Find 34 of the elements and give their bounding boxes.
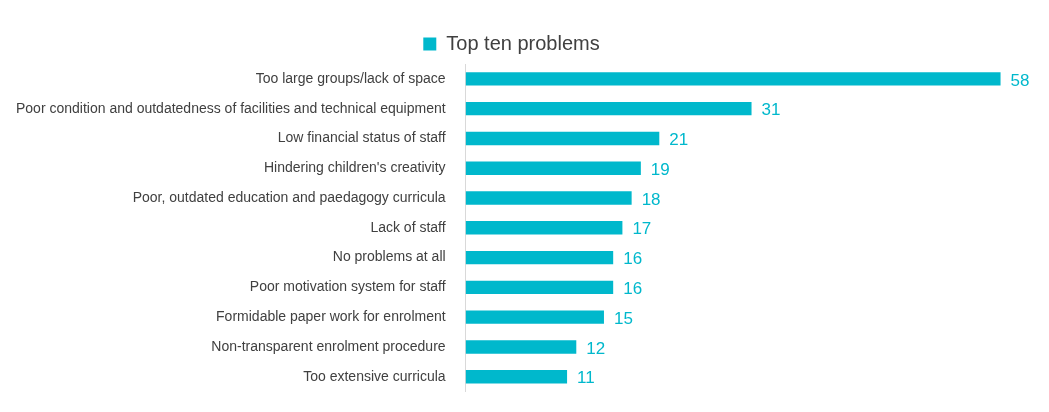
- bar: [465, 72, 1001, 86]
- bar: [465, 161, 641, 175]
- bar: [465, 221, 623, 235]
- y-tick-label: Lack of staff: [370, 218, 446, 235]
- data-label: 12: [586, 338, 606, 358]
- y-tick-label: Formidable paper work for enrolment: [216, 308, 446, 324]
- y-tick-label: Too large groups/lack of space: [255, 69, 446, 86]
- bar: [465, 370, 568, 384]
- bar: [465, 310, 604, 324]
- data-label: 21: [669, 130, 689, 150]
- bar: [465, 101, 752, 116]
- data-label: 17: [632, 219, 652, 239]
- y-tick-label: Poor, outdated education and paedagogy curricula: [132, 188, 446, 205]
- bar: [465, 280, 614, 295]
- y-tick-label: Non-transparent enrolment procedure: [211, 337, 446, 354]
- data-label: 19: [650, 159, 670, 179]
- y-tick-label: Poor motivation system for staff: [249, 278, 446, 295]
- bar: [465, 250, 614, 265]
- bar: [465, 191, 632, 205]
- bar: [465, 340, 577, 354]
- legend-label: Top ten problems: [446, 31, 600, 54]
- data-label: 31: [761, 100, 781, 120]
- data-label: 16: [623, 249, 643, 269]
- data-label: 15: [613, 308, 633, 328]
- y-tick-label: Too extensive curricula: [303, 367, 446, 384]
- data-label: 11: [577, 368, 595, 388]
- y-tick-label: Hindering children's creativity: [263, 159, 446, 176]
- y-tick-label: Low financial status of staff: [277, 129, 446, 146]
- y-tick-label: No problems at all: [332, 248, 446, 265]
- data-label: 16: [623, 279, 643, 299]
- y-tick-label: Poor condition and outdatedness of facilities and technical equipment: [15, 99, 446, 116]
- data-label: 58: [1010, 70, 1030, 90]
- data-label: 18: [641, 189, 661, 209]
- bar: [465, 131, 660, 146]
